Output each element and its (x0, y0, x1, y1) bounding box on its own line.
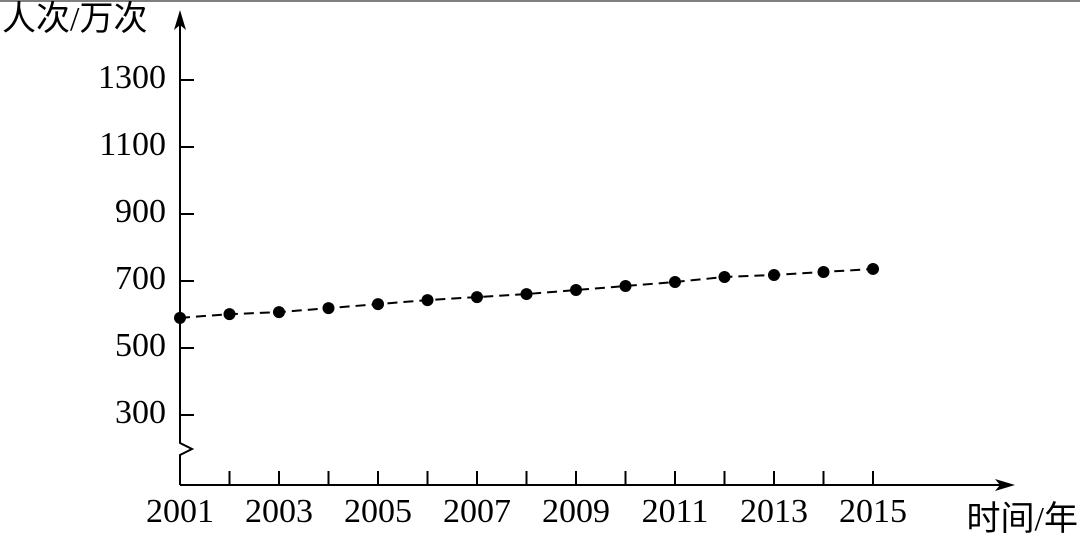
point (718, 270, 731, 283)
point (768, 268, 780, 281)
x-tick-label: 2003 (245, 493, 313, 530)
x-tick-label: 2009 (542, 493, 610, 530)
y-tick-label: 1100 (99, 126, 166, 163)
trend-line (179, 267, 874, 319)
y-tick-label: 1300 (98, 59, 166, 96)
y-tick-label: 500 (115, 327, 166, 364)
y-axis (179, 20, 195, 485)
x-tick-label: 2001 (146, 493, 214, 530)
y-axis-label: 人次/万次 (2, 0, 147, 38)
x-tick-label: 2015 (839, 493, 907, 530)
x-tick-label: 2005 (344, 493, 412, 530)
x-tick-label: 2011 (642, 493, 709, 530)
point (223, 308, 236, 321)
point (322, 302, 335, 315)
x-axis-label: 时间/年 (967, 500, 1078, 538)
x-tick-label: 2013 (740, 493, 808, 530)
point (174, 311, 186, 324)
point (372, 298, 384, 311)
point (570, 284, 582, 297)
point (520, 288, 533, 301)
point (867, 262, 879, 275)
point (273, 306, 285, 319)
point (669, 276, 681, 289)
y-tick-label: 700 (115, 260, 166, 297)
point (421, 294, 434, 307)
y-tick-label: 300 (115, 394, 166, 431)
point (471, 291, 483, 304)
x-axis-arrow (995, 479, 1015, 491)
point (619, 280, 632, 293)
point (817, 265, 830, 278)
y-axis-arrow (174, 10, 186, 30)
y-tick-label: 900 (115, 193, 166, 230)
x-tick-label: 2007 (443, 493, 511, 530)
